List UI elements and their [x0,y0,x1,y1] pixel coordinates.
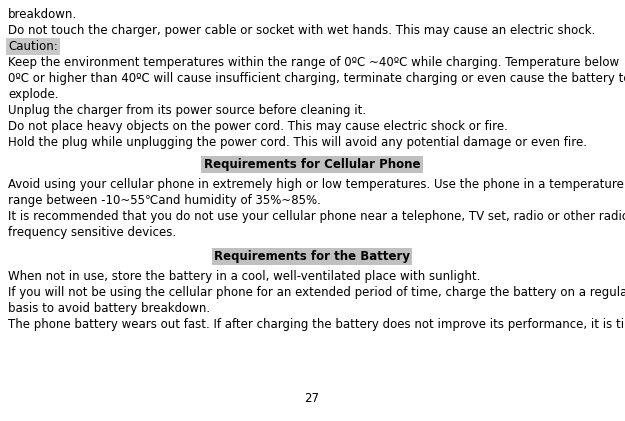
Text: Unplug the charger from its power source before cleaning it.: Unplug the charger from its power source… [8,104,366,117]
Text: Keep the environment temperatures within the range of 0ºC ~40ºC while charging. : Keep the environment temperatures within… [8,56,619,69]
Text: explode.: explode. [8,88,59,101]
Text: Do not touch the charger, power cable or socket with wet hands. This may cause a: Do not touch the charger, power cable or… [8,24,595,37]
Text: The phone battery wears out fast. If after charging the battery does not improve: The phone battery wears out fast. If aft… [8,318,625,331]
Text: range between -10~55℃and humidity of 35%~85%.: range between -10~55℃and humidity of 35%… [8,194,321,207]
Text: 0ºC or higher than 40ºC will cause insufficient charging, terminate charging or : 0ºC or higher than 40ºC will cause insuf… [8,72,625,85]
Text: When not in use, store the battery in a cool, well-ventilated place with sunligh: When not in use, store the battery in a … [8,270,481,283]
Text: If you will not be using the cellular phone for an extended period of time, char: If you will not be using the cellular ph… [8,286,625,299]
Text: breakdown.: breakdown. [8,8,77,21]
Text: basis to avoid battery breakdown.: basis to avoid battery breakdown. [8,302,210,315]
Text: Do not place heavy objects on the power cord. This may cause electric shock or f: Do not place heavy objects on the power … [8,120,508,133]
Text: 27: 27 [304,392,319,405]
Text: Hold the plug while unplugging the power cord. This will avoid any potential dam: Hold the plug while unplugging the power… [8,136,587,149]
Text: Avoid using your cellular phone in extremely high or low temperatures. Use the p: Avoid using your cellular phone in extre… [8,178,624,191]
Text: Requirements for Cellular Phone: Requirements for Cellular Phone [204,158,420,171]
Text: Requirements for the Battery: Requirements for the Battery [214,250,410,263]
Text: Caution:: Caution: [8,40,58,53]
Text: It is recommended that you do not use your cellular phone near a telephone, TV s: It is recommended that you do not use yo… [8,210,625,223]
Text: frequency sensitive devices.: frequency sensitive devices. [8,226,176,239]
